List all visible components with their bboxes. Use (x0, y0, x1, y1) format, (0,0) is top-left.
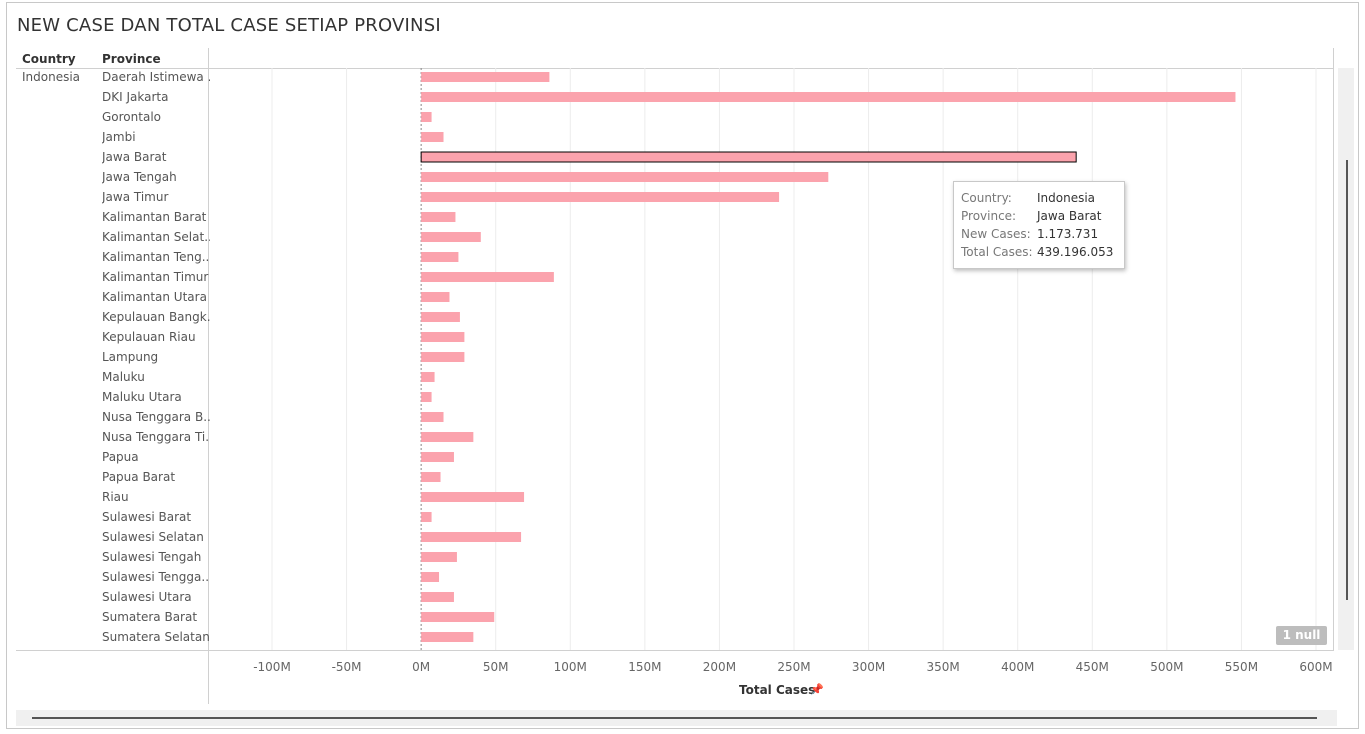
bar-20[interactable] (421, 472, 441, 482)
x-tick-label: 350M (926, 660, 960, 674)
tooltip-total-cases-value: 439.196.053 (1037, 245, 1114, 259)
bar-1[interactable] (421, 92, 1236, 102)
bar-5[interactable] (421, 172, 829, 182)
x-tick-label: -50M (331, 660, 362, 674)
province-label[interactable]: Jawa Tengah (102, 170, 177, 184)
province-label[interactable]: Papua (102, 450, 139, 464)
tooltip-country-label: Country: (961, 191, 1012, 205)
bar-9[interactable] (421, 252, 459, 262)
tooltip: Country: Indonesia Province: Jawa Barat Ne… (953, 181, 1125, 269)
label-pane-divider (208, 48, 209, 704)
tooltip-new-cases-value: 1.173.731 (1037, 227, 1099, 241)
province-label[interactable]: Daerah Istimewa .. (102, 70, 210, 84)
x-tick-label: 500M (1150, 660, 1184, 674)
x-tick-label: 550M (1224, 660, 1259, 674)
x-tick-label: 600M (1299, 660, 1333, 674)
province-label[interactable]: Gorontalo (102, 110, 161, 124)
x-tick-label: 150M (628, 660, 662, 674)
x-tick-label: -100M (253, 660, 291, 674)
x-axis-title: Total Cases (739, 683, 816, 697)
tooltip-country-value: Indonesia (1037, 191, 1096, 205)
province-label[interactable]: Kalimantan Selat.. (102, 230, 210, 244)
province-column-header[interactable]: Province (102, 52, 161, 66)
bar-16[interactable] (421, 392, 432, 402)
bar-22[interactable] (421, 512, 432, 522)
province-label[interactable]: Sulawesi Utara (102, 590, 192, 604)
bar-23[interactable] (421, 532, 522, 542)
province-label[interactable]: Kepulauan Bangk.. (102, 310, 210, 324)
x-tick-label: 450M (1075, 660, 1109, 674)
bar-7[interactable] (421, 212, 456, 222)
province-label[interactable]: Sumatera Selatan (102, 630, 210, 644)
x-tick-label: 250M (777, 660, 811, 674)
tooltip-province-label: Province: (961, 209, 1017, 223)
province-label[interactable]: Maluku Utara (102, 390, 182, 404)
province-label[interactable]: Sulawesi Tengah (102, 550, 202, 564)
province-label[interactable]: Riau (102, 490, 129, 504)
province-label[interactable]: Kalimantan Barat (102, 210, 207, 224)
province-label[interactable]: Sulawesi Tengga.. (102, 570, 210, 584)
province-label[interactable]: Jawa Barat (102, 150, 167, 164)
bar-6[interactable] (421, 192, 780, 202)
x-tick-label: 100M (553, 660, 587, 674)
bar-26[interactable] (421, 592, 454, 602)
province-label[interactable]: Sulawesi Selatan (102, 530, 204, 544)
x-tick-label: 400M (1001, 660, 1035, 674)
bar-18[interactable] (421, 432, 474, 442)
null-indicator-badge[interactable]: 1 null (1276, 626, 1327, 645)
bar-8[interactable] (421, 232, 481, 242)
province-label[interactable]: Sumatera Barat (102, 610, 198, 624)
tooltip-total-cases-label: Total Cases: (961, 245, 1033, 259)
province-label[interactable]: Kalimantan Teng.. (102, 250, 210, 264)
pin-icon[interactable]: 📌 (810, 683, 824, 696)
bar-11[interactable] (421, 292, 450, 302)
bar-17[interactable] (421, 412, 444, 422)
tooltip-new-cases-label: New Cases: (961, 227, 1031, 241)
bar-28[interactable] (421, 632, 474, 642)
x-tick-label: 300M (851, 660, 886, 674)
vertical-scrollbar-thumb[interactable] (1346, 160, 1348, 600)
bar-0[interactable] (421, 72, 550, 82)
bar-19[interactable] (421, 452, 454, 462)
bar-3[interactable] (421, 132, 444, 142)
x-tick-label: 200M (702, 660, 737, 674)
bar-15[interactable] (421, 372, 435, 382)
province-label[interactable]: Nusa Tenggara B.. (102, 410, 210, 424)
province-label[interactable]: Kalimantan Utara (102, 290, 207, 304)
tooltip-province-value: Jawa Barat (1037, 209, 1102, 223)
province-label[interactable]: DKI Jakarta (102, 90, 169, 104)
bar-24[interactable] (421, 552, 457, 562)
bar-25[interactable] (421, 572, 440, 582)
bar-10[interactable] (421, 272, 554, 282)
bar-21[interactable] (421, 492, 525, 502)
bar-14[interactable] (421, 352, 465, 362)
province-label[interactable]: Kepulauan Riau (102, 330, 196, 344)
province-label[interactable]: Papua Barat (102, 470, 176, 484)
page-title: NEW CASE DAN TOTAL CASE SETIAP PROVINSI (17, 15, 441, 36)
dashboard-frame (6, 2, 1359, 729)
x-tick-label: 50M (482, 660, 509, 674)
axis-divider (16, 650, 1334, 651)
province-label[interactable]: Nusa Tenggara Ti.. (102, 430, 210, 444)
bar-27[interactable] (421, 612, 495, 622)
x-tick-label: 0M (412, 660, 431, 674)
province-label[interactable]: Sulawesi Barat (102, 510, 192, 524)
horizontal-scrollbar-thumb[interactable] (32, 717, 1317, 719)
country-column-header[interactable]: Country (22, 52, 76, 66)
bar-13[interactable] (421, 332, 465, 342)
plot-right-border (1333, 48, 1334, 650)
bar-2[interactable] (421, 112, 432, 122)
province-label[interactable]: Lampung (102, 350, 159, 364)
province-label[interactable]: Jambi (102, 130, 136, 144)
province-label[interactable]: Kalimantan Timur (102, 270, 209, 284)
bar-12[interactable] (421, 312, 460, 322)
header-divider (16, 68, 1334, 69)
country-label: Indonesia (22, 70, 81, 84)
province-label[interactable]: Jawa Timur (102, 190, 169, 204)
province-label[interactable]: Maluku (102, 370, 145, 384)
bar-4[interactable] (420, 151, 1077, 163)
